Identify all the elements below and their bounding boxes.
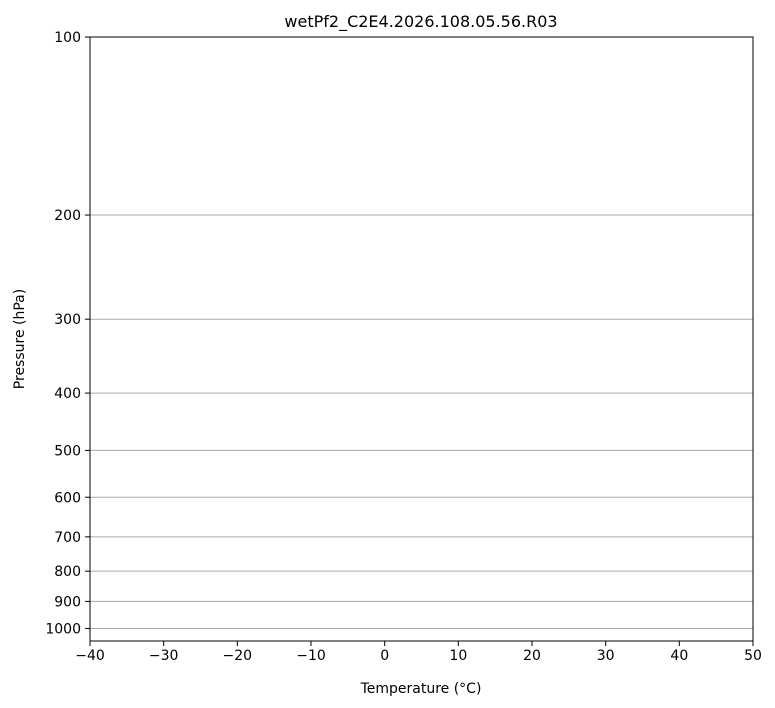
x-tick-label: 10 bbox=[449, 648, 467, 664]
y-tick-label: 200 bbox=[54, 208, 81, 224]
isobars bbox=[90, 37, 753, 629]
plot-frame bbox=[89, 36, 754, 642]
x-tick-label: 40 bbox=[670, 648, 688, 664]
x-axis-ticks: −40 −30 −20 −10 0 10 20 30 40 50 bbox=[75, 641, 762, 664]
chart-title: wetPf2_C2E4.2026.108.05.56.R03 bbox=[284, 12, 557, 32]
y-tick-label: 100 bbox=[54, 30, 81, 46]
x-tick-label: −10 bbox=[296, 648, 326, 664]
x-tick-label: 50 bbox=[744, 648, 762, 664]
y-tick-label: 400 bbox=[54, 386, 81, 402]
x-axis-label: Temperature (°C) bbox=[360, 681, 482, 697]
x-tick-label: −40 bbox=[75, 648, 105, 664]
y-tick-label: 500 bbox=[54, 443, 81, 459]
background-lines bbox=[90, 37, 753, 629]
y-tick-label: 800 bbox=[54, 564, 81, 580]
x-tick-label: 30 bbox=[597, 648, 615, 664]
y-tick-label: 900 bbox=[54, 594, 81, 610]
y-axis-ticks: 100 200 300 400 500 600 700 800 900 1000 bbox=[45, 30, 90, 637]
x-tick-label: 20 bbox=[523, 648, 541, 664]
x-tick-label: −20 bbox=[223, 648, 253, 664]
x-tick-label: −30 bbox=[149, 648, 179, 664]
x-tick-label: 0 bbox=[380, 648, 389, 664]
y-tick-label: 700 bbox=[54, 530, 81, 546]
y-axis-label: Pressure (hPa) bbox=[12, 289, 28, 389]
y-tick-label: 300 bbox=[54, 312, 81, 328]
y-tick-label: 1000 bbox=[45, 621, 81, 637]
y-tick-label: 600 bbox=[54, 490, 81, 506]
